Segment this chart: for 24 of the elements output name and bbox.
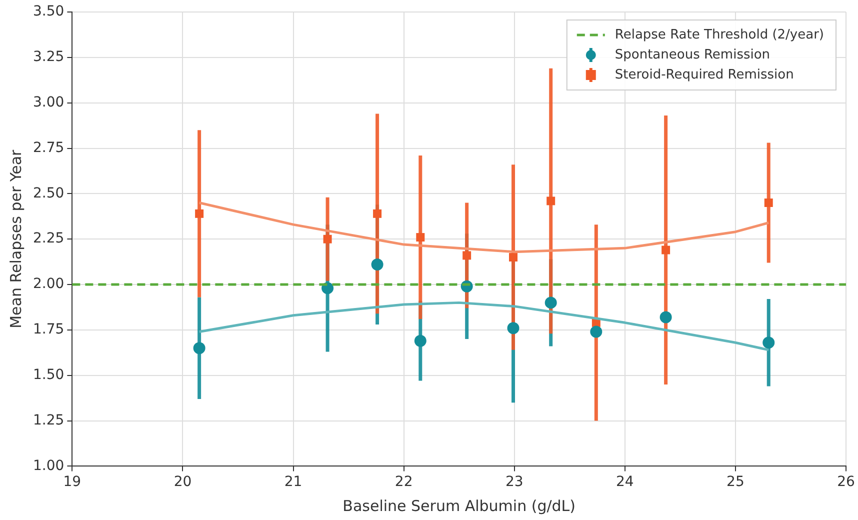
y-tick-label: 1.00 [33, 458, 64, 474]
x-tick-label: 22 [394, 474, 413, 490]
legend-label: Relapse Rate Threshold (2/year) [614, 27, 824, 42]
x-tick-label: 19 [63, 474, 82, 490]
legend-label: Steroid-Required Remission [614, 67, 794, 82]
y-tick-label: 3.25 [33, 49, 64, 66]
y-tick-label: 3.50 [33, 4, 64, 20]
y-tick-label: 1.50 [33, 367, 64, 383]
y-tick-label: 2.25 [33, 230, 64, 247]
x-axis-title: Baseline Serum Albumin (g/dL) [342, 496, 576, 515]
y-tick-label: 2.50 [33, 185, 64, 202]
x-tick-label: 26 [837, 474, 855, 490]
y-axis-title: Mean Relapses per Year [6, 148, 25, 328]
x-tick-label: 24 [616, 474, 634, 490]
y-tick-label: 1.75 [33, 322, 64, 338]
x-tick-label: 23 [505, 474, 524, 490]
x-tick-label: 20 [174, 474, 192, 490]
x-tick-label: 25 [726, 474, 744, 490]
legend-label: Spontaneous Remission [614, 47, 770, 62]
y-tick-label: 2.75 [33, 140, 64, 156]
y-tick-label: 2.00 [33, 276, 64, 292]
y-tick-label: 1.25 [33, 412, 64, 428]
x-tick-label: 21 [284, 474, 302, 490]
y-tick-label: 3.00 [33, 94, 64, 110]
